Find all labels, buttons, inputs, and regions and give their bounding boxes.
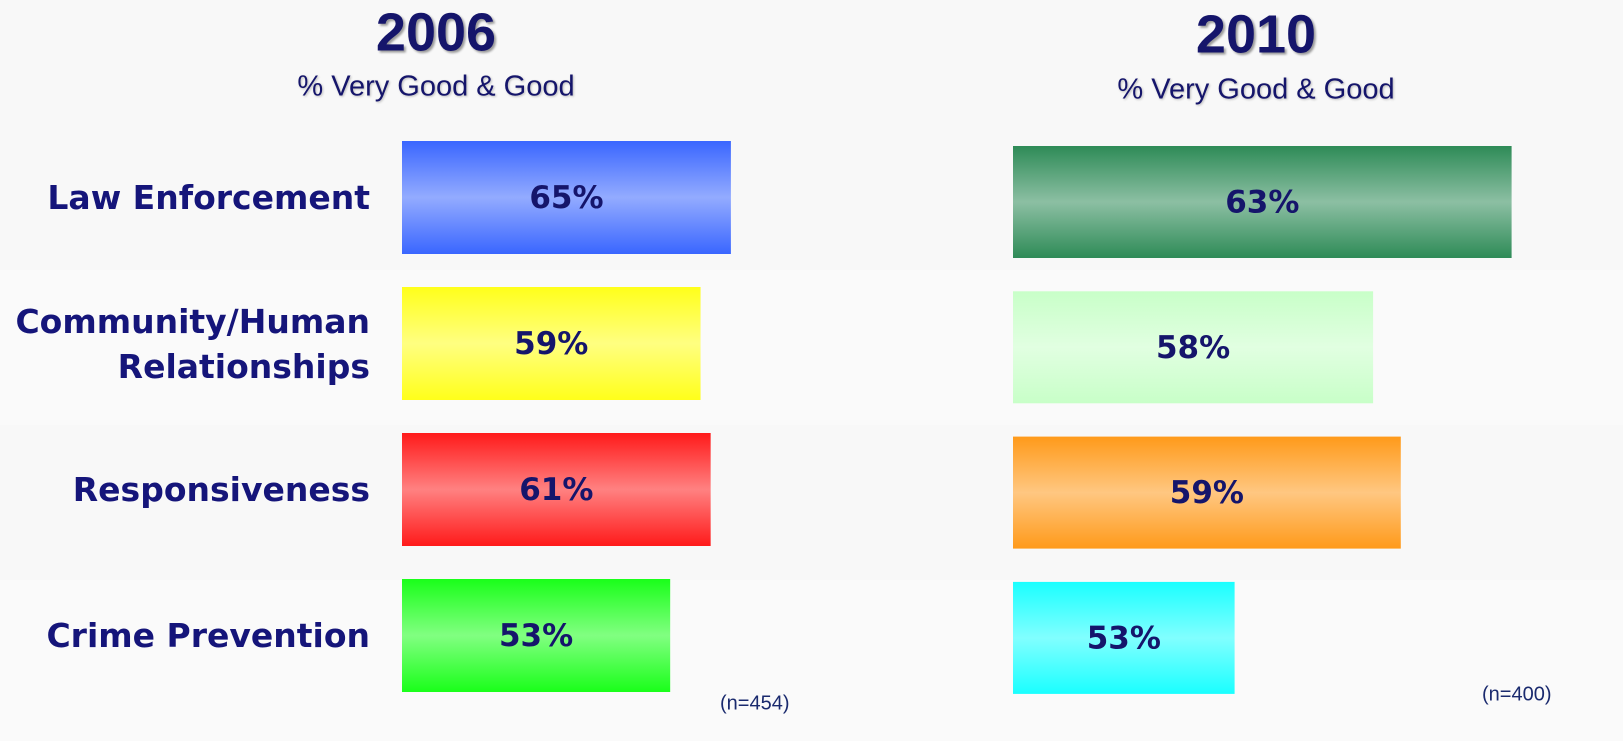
category-label: Crime Prevention bbox=[0, 579, 370, 692]
bar bbox=[402, 287, 701, 400]
bar bbox=[402, 579, 671, 692]
category-text: Law Enforcement bbox=[47, 178, 370, 217]
bar bbox=[1013, 146, 1512, 258]
chart-subtitle: % Very Good & Good bbox=[297, 71, 574, 103]
annotation: (n=454) bbox=[720, 692, 790, 714]
bar bbox=[1013, 436, 1401, 549]
category-text: Crime Prevention bbox=[46, 616, 370, 655]
bar bbox=[402, 141, 731, 254]
value-label: 59% bbox=[1170, 475, 1244, 511]
bar bbox=[1013, 291, 1374, 404]
bar bbox=[402, 433, 711, 546]
value-label: 58% bbox=[1156, 330, 1230, 366]
chart-subtitle: % Very Good & Good bbox=[1117, 74, 1394, 106]
annotation: (n=400) bbox=[1482, 683, 1552, 705]
category-text: Community/Human Relationships bbox=[15, 301, 370, 386]
bar bbox=[1013, 581, 1235, 694]
value-label: 53% bbox=[1087, 620, 1161, 656]
row-band bbox=[0, 580, 1623, 741]
value-label: 59% bbox=[514, 326, 588, 362]
value-label: 53% bbox=[499, 618, 573, 654]
category-text: Responsiveness bbox=[72, 470, 370, 509]
value-label: 63% bbox=[1225, 185, 1299, 221]
value-label: 61% bbox=[519, 472, 593, 508]
chart-title: 2010 bbox=[1196, 4, 1316, 64]
category-label: Law Enforcement bbox=[0, 141, 370, 254]
category-label: Community/Human Relationships bbox=[0, 287, 370, 400]
category-label: Responsiveness bbox=[0, 433, 370, 546]
chart-title: 2006 bbox=[376, 2, 496, 62]
value-label: 65% bbox=[529, 180, 603, 216]
